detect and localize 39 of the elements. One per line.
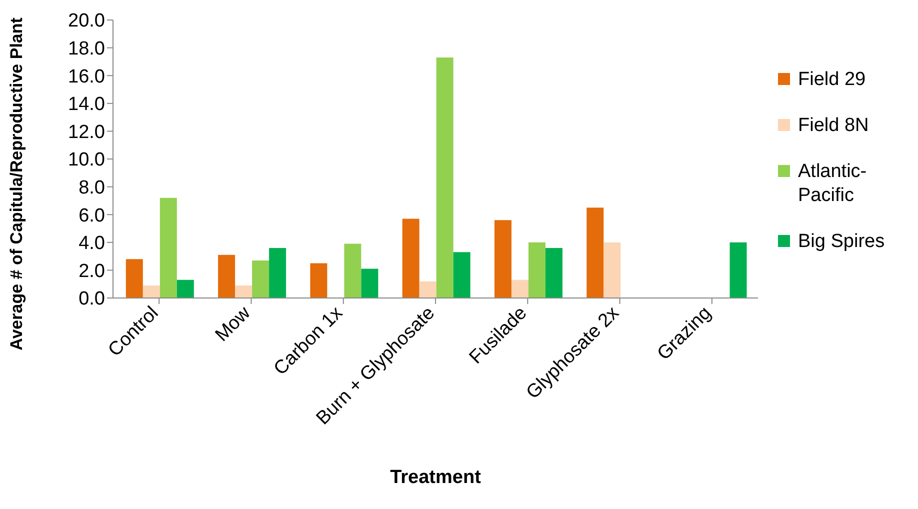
bar bbox=[269, 248, 286, 298]
y-tick-label: 12.0 bbox=[68, 122, 105, 143]
bar bbox=[361, 268, 378, 298]
y-tick-label: 10.0 bbox=[68, 150, 105, 171]
bar bbox=[436, 58, 454, 298]
x-axis-title: Treatment bbox=[390, 467, 482, 488]
y-tick-label: 8.0 bbox=[78, 178, 105, 199]
y-axis-title: Average # of Capitula/Reproductive Plant bbox=[7, 17, 26, 350]
bar bbox=[730, 242, 747, 298]
legend-label: Atlantic-Pacific bbox=[798, 160, 868, 208]
bar bbox=[235, 285, 252, 298]
bar bbox=[344, 244, 362, 298]
bar bbox=[453, 252, 470, 298]
y-tick-label: 14.0 bbox=[68, 94, 105, 116]
bar bbox=[528, 242, 546, 298]
bar bbox=[604, 242, 621, 298]
bar bbox=[586, 208, 604, 298]
legend-label: Field 29 bbox=[798, 68, 867, 92]
y-tick-label: 0.0 bbox=[78, 288, 105, 310]
bar bbox=[402, 218, 420, 298]
bar bbox=[176, 280, 194, 298]
y-tick-label: 18.0 bbox=[68, 38, 105, 60]
legend-label: Big Spires bbox=[798, 230, 886, 254]
bar bbox=[126, 259, 143, 298]
bar bbox=[494, 220, 512, 298]
y-tick-label: 4.0 bbox=[78, 233, 105, 254]
bar bbox=[310, 263, 328, 298]
bar bbox=[545, 248, 562, 298]
bar bbox=[218, 254, 236, 298]
legend-label: Field 8N bbox=[798, 114, 870, 138]
bar bbox=[142, 285, 160, 298]
y-tick-label: 16.0 bbox=[68, 66, 105, 88]
y-tick-label: 6.0 bbox=[78, 205, 105, 226]
bar bbox=[419, 281, 436, 298]
bar bbox=[160, 198, 177, 298]
bar bbox=[252, 260, 270, 298]
y-tick-label: 2.0 bbox=[78, 260, 105, 282]
bar bbox=[511, 280, 528, 298]
y-tick-label: 20.0 bbox=[68, 10, 105, 32]
